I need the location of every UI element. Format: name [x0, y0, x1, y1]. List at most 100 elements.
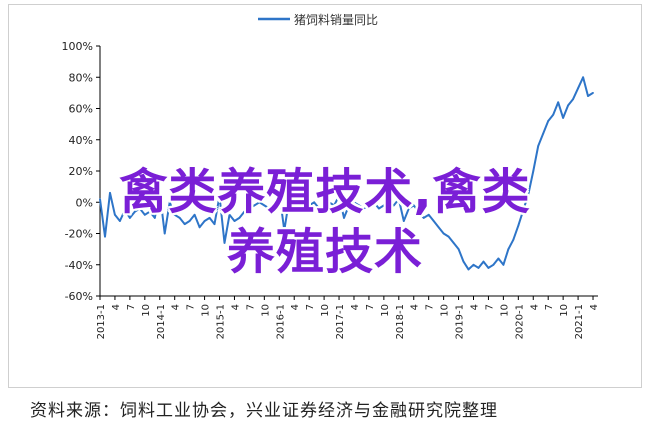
data-point: [412, 204, 415, 207]
data-point: [397, 198, 400, 201]
chart-frame: [8, 4, 642, 388]
data-point: [472, 263, 475, 266]
x-tick-label: 4: [290, 304, 301, 310]
data-point: [482, 260, 485, 263]
x-tick-label: 10: [260, 304, 271, 317]
data-point: [557, 101, 560, 104]
x-tick-label: 2017-1: [335, 304, 346, 339]
data-point: [373, 201, 375, 204]
data-point: [109, 191, 111, 194]
x-tick-label: 2018-1: [395, 304, 406, 339]
data-point: [447, 235, 450, 238]
data-point: [497, 257, 500, 260]
data-point: [358, 204, 360, 207]
y-tick-label: 100%: [62, 40, 93, 53]
data-point: [592, 91, 594, 94]
data-point: [233, 220, 236, 222]
data-point: [402, 220, 405, 222]
data-point: [562, 116, 565, 119]
data-point: [153, 216, 156, 219]
data-point: [387, 201, 390, 204]
data-point: [392, 204, 395, 207]
data-point: [168, 201, 171, 204]
data-point: [313, 201, 316, 204]
data-point: [298, 210, 301, 213]
data-point: [203, 220, 206, 222]
data-point: [208, 216, 211, 219]
data-point: [577, 87, 579, 90]
data-point: [183, 223, 186, 226]
data-point: [382, 204, 385, 207]
data-point: [338, 195, 340, 197]
data-point: [318, 207, 321, 210]
data-point: [487, 266, 490, 269]
data-point: [228, 213, 231, 216]
data-point: [133, 210, 136, 213]
data-point: [542, 132, 545, 135]
data-point: [253, 204, 256, 207]
data-point: [377, 207, 380, 210]
data-point: [243, 210, 246, 213]
x-tick-label: 4: [171, 304, 182, 310]
data-point: [512, 238, 515, 241]
x-tick-label: 10: [201, 304, 212, 317]
x-tick-label: 2019-1: [455, 304, 466, 339]
data-point: [422, 216, 425, 219]
data-point: [527, 193, 530, 196]
data-point: [343, 216, 345, 219]
data-point: [143, 213, 146, 216]
y-tick-label: 40%: [69, 134, 93, 147]
y-tick-label: -60%: [65, 290, 93, 303]
x-tick-label: 7: [484, 304, 495, 310]
data-point: [148, 210, 151, 213]
x-tick-label: 4: [529, 304, 540, 310]
source-note: 资料来源：饲料工业协会，兴业证券经济与金融研究院整理: [30, 400, 498, 421]
data-point: [572, 98, 574, 101]
x-tick-label: 4: [230, 304, 241, 310]
x-tick-label: 7: [186, 304, 197, 310]
x-axis-ticks: 2013-1 4 7 10 2014-1 4 7 10 2015-1 4 7 10 2016-1 4 7 10…: [96, 296, 600, 339]
data-point: [158, 191, 161, 194]
data-point: [278, 191, 281, 194]
y-axis-ticks: 100% 80% 60% 40% 20% 0% -20% -40% -60%: [62, 40, 100, 303]
data-point: [248, 207, 251, 210]
data-point: [119, 220, 121, 222]
data-point: [427, 213, 430, 216]
x-tick-label: 2021-1: [574, 304, 585, 339]
data-point: [193, 213, 196, 216]
data-point: [492, 263, 495, 266]
x-tick-label: 10: [440, 304, 451, 317]
data-point: [502, 263, 505, 266]
data-point: [348, 204, 350, 207]
series-layer: [99, 76, 594, 271]
x-tick-label: 4: [470, 304, 481, 310]
x-tick-label: 10: [499, 304, 510, 317]
data-point: [567, 104, 570, 107]
legend: 猪饲料销量同比: [258, 13, 378, 27]
data-point: [452, 241, 455, 244]
x-tick-label: 10: [559, 304, 570, 317]
data-point: [124, 209, 126, 211]
y-tick-label: 80%: [69, 71, 93, 84]
x-tick-label: 2013-1: [96, 304, 107, 339]
x-tick-label: 7: [245, 304, 256, 310]
x-tick-label: 2015-1: [216, 304, 227, 339]
data-point: [407, 207, 410, 210]
y-tick-label: 0%: [76, 196, 93, 209]
data-point: [268, 207, 271, 210]
data-point: [303, 207, 306, 210]
data-point: [173, 213, 176, 216]
x-tick-label: 10: [380, 304, 391, 317]
data-point: [99, 198, 101, 201]
data-point: [213, 223, 216, 226]
data-point: [467, 268, 470, 271]
data-point: [273, 201, 276, 204]
data-point: [507, 248, 510, 251]
x-tick-label: 2020-1: [514, 304, 525, 339]
series-line: [99, 76, 594, 271]
data-point: [432, 220, 435, 222]
data-point: [368, 204, 370, 207]
data-point: [163, 232, 166, 235]
data-point: [114, 213, 116, 216]
y-tick-label: -20%: [65, 228, 93, 241]
